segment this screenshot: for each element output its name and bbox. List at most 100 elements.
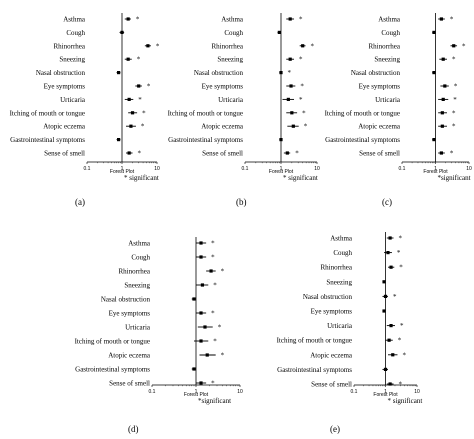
x-tick-label: 0.1: [399, 166, 406, 172]
point-estimate: [127, 151, 131, 155]
point-estimate: [199, 339, 203, 343]
significance-star: *: [299, 96, 303, 104]
significance-note: *significant: [198, 397, 231, 405]
point-estimate: [443, 84, 447, 88]
point-estimate: [203, 325, 207, 329]
significance-star: *: [452, 56, 456, 64]
x-tick-label: 10: [154, 166, 160, 172]
point-estimate: [137, 84, 141, 88]
x-tick-label: 0.1: [84, 166, 91, 172]
category-label: Cough: [131, 254, 150, 262]
panel-letter: (d): [128, 424, 139, 434]
point-estimate: [389, 324, 393, 328]
point-estimate: [290, 111, 294, 115]
significance-star: *: [453, 96, 457, 104]
x-tick-label: 10: [414, 389, 420, 395]
point-estimate: [209, 269, 213, 273]
x-tick-label: 1: [434, 166, 437, 172]
category-label: Urticaria: [125, 324, 151, 332]
category-label: Atopic eczema: [201, 123, 244, 131]
point-estimate: [288, 17, 292, 21]
significance-star: *: [400, 322, 404, 330]
significance-star: *: [138, 150, 142, 158]
significance-star: *: [302, 109, 306, 117]
category-label: Itching of mouth or tongue: [325, 109, 400, 117]
point-estimate: [192, 367, 196, 371]
category-label: Sense of smell: [202, 150, 243, 158]
category-label: Atopic eczema: [43, 123, 86, 131]
point-estimate: [383, 294, 388, 298]
significance-star: *: [213, 338, 217, 346]
category-label: Eye symptoms: [44, 83, 86, 91]
category-label: Nasal obstruction: [351, 69, 401, 77]
x-tick-label: 1: [384, 389, 387, 395]
category-label: Gastrointestinal symptoms: [10, 136, 85, 144]
category-label: Itching of mouth or tongue: [75, 338, 150, 346]
category-label: Atopic eczema: [108, 352, 151, 360]
point-estimate: [440, 124, 444, 128]
significance-note: * significant: [124, 174, 159, 182]
category-label: Itching of mouth or tongue: [10, 109, 85, 117]
category-label: Nasal obstruction: [36, 69, 86, 77]
point-estimate: [199, 311, 203, 315]
point-estimate: [441, 57, 445, 61]
point-estimate: [452, 44, 456, 48]
point-estimate: [199, 381, 203, 385]
point-estimate: [205, 353, 209, 357]
significance-star: *: [211, 254, 215, 262]
significance-star: *: [213, 282, 217, 290]
category-label: Sneezing: [217, 56, 243, 64]
significance-star: *: [156, 42, 160, 50]
point-estimate: [127, 97, 131, 101]
category-label: Rhinorrhea: [54, 42, 86, 50]
point-estimate: [289, 84, 293, 88]
x-tick-label: 0.1: [242, 166, 249, 172]
point-estimate: [301, 44, 305, 48]
category-label: Gastrointestinal symptoms: [325, 136, 400, 144]
point-estimate: [285, 151, 289, 155]
category-label: Eye symptoms: [202, 83, 244, 91]
category-label: Nasal obstruction: [101, 296, 151, 304]
x-tick-label: 0.1: [149, 389, 156, 395]
point-estimate: [389, 265, 393, 269]
x-axis-title: Forest Plot: [373, 392, 398, 398]
point-estimate: [382, 309, 386, 313]
point-estimate: [440, 111, 444, 115]
point-estimate: [199, 255, 203, 259]
point-estimate: [126, 57, 130, 61]
x-tick-label: 1: [195, 389, 198, 395]
significance-star: *: [136, 16, 140, 24]
category-label: Cough: [381, 29, 400, 37]
significance-star: *: [450, 16, 454, 24]
forest-panel-a: 0.1 1 10 Forest Plot* significant Asthma * Cou…: [10, 13, 160, 207]
point-estimate: [279, 138, 283, 142]
forest-panel-d: 0.1 1 10 Forest Plot*significant Asthma * Coug…: [75, 237, 243, 434]
significance-star: *: [142, 109, 146, 117]
category-label: Asthma: [128, 240, 151, 248]
category-label: Eye symptoms: [359, 83, 401, 91]
x-tick-label: 1: [280, 166, 283, 172]
point-estimate: [277, 30, 281, 34]
point-estimate: [146, 44, 150, 48]
significance-star: *: [138, 96, 142, 104]
panel-letter: (a): [75, 197, 85, 207]
significance-star: *: [399, 235, 403, 243]
significance-star: *: [147, 83, 151, 91]
point-estimate: [441, 97, 445, 101]
category-label: Sense of smell: [44, 150, 85, 158]
point-estimate: [388, 236, 392, 240]
significance-note: * significant: [388, 397, 423, 405]
category-label: Asthma: [330, 235, 353, 243]
point-estimate: [383, 367, 388, 371]
category-label: Sense of smell: [359, 150, 400, 158]
significance-star: *: [295, 150, 299, 158]
significance-star: *: [287, 69, 291, 77]
significance-star: *: [398, 337, 402, 345]
forest-panel-e: 0.1 1 10 Forest Plot* significant Asthma * Cou…: [277, 232, 423, 434]
significance-star: *: [393, 293, 397, 301]
point-estimate: [382, 280, 386, 284]
significance-note: *significant: [438, 174, 471, 182]
significance-star: *: [211, 240, 215, 248]
panel-letter: (c): [382, 197, 392, 207]
